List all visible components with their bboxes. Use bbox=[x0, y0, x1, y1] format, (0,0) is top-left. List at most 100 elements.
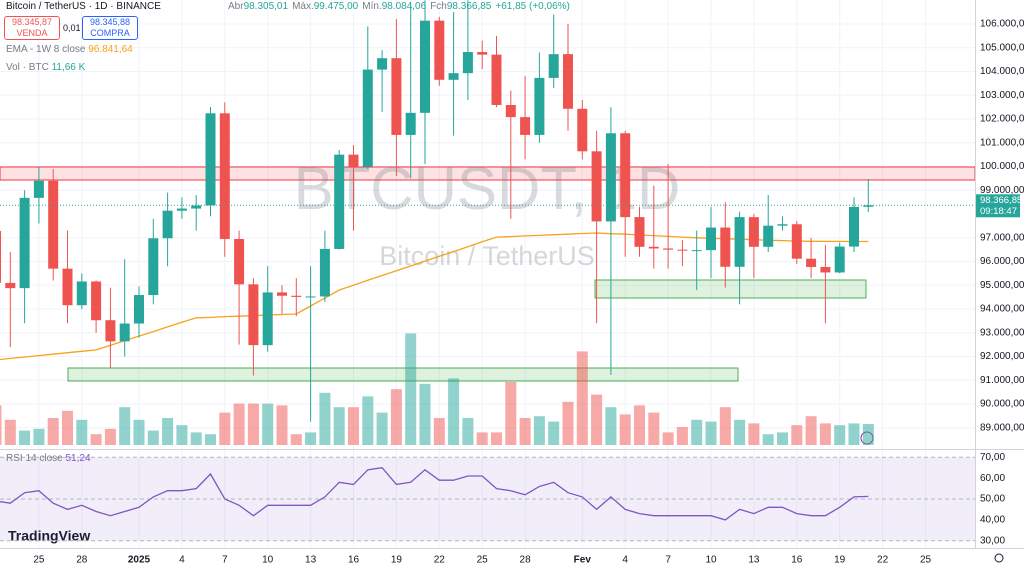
volume-bar bbox=[805, 416, 817, 445]
volume-bar bbox=[862, 424, 874, 445]
volume-bar bbox=[691, 419, 703, 445]
candle-body bbox=[377, 58, 388, 70]
ohlc-value: 98.305,01 bbox=[243, 1, 289, 12]
y-tick-label: 93.000,00 bbox=[980, 327, 1024, 338]
y-tick-label: 105.000,00 bbox=[980, 42, 1024, 53]
sell-label: VENDA bbox=[16, 28, 48, 38]
change: +61,85 (+0,06%) bbox=[495, 1, 570, 12]
candle-body bbox=[520, 117, 531, 135]
buy-label: COMPRA bbox=[90, 28, 130, 38]
candle-body bbox=[176, 208, 187, 211]
price-tag bbox=[976, 194, 1020, 218]
volume-bar bbox=[791, 425, 803, 445]
watermark-name: Bitcoin / TetherUS bbox=[379, 241, 595, 271]
candle-body bbox=[462, 52, 473, 74]
volume-bar bbox=[219, 412, 231, 445]
candle-body bbox=[777, 224, 788, 226]
price-tag-price: 98.366,85 bbox=[980, 195, 1022, 206]
volume-name: Vol · BTC bbox=[6, 62, 49, 73]
volume-bar bbox=[147, 430, 159, 445]
candle-body bbox=[205, 113, 216, 206]
sell-button[interactable]: 98.345,87 VENDA bbox=[4, 16, 60, 40]
y-tick-label: 90.000,00 bbox=[980, 399, 1024, 410]
candle-body bbox=[548, 54, 559, 78]
candle-body bbox=[806, 258, 817, 267]
sell-price: 98.345,87 bbox=[11, 17, 53, 27]
candle-body bbox=[763, 225, 774, 247]
ohlc-label: Abr bbox=[228, 1, 244, 12]
candle-body bbox=[620, 133, 631, 218]
volume-bar bbox=[33, 428, 45, 445]
candle-body bbox=[591, 151, 602, 222]
candle-body bbox=[648, 246, 659, 249]
x-tick-label: 7 bbox=[665, 555, 671, 566]
candle-body bbox=[791, 224, 802, 259]
x-tick-label: 25 bbox=[33, 555, 45, 566]
volume-value: 11,66 K bbox=[51, 62, 86, 73]
price-tag-countdown: 09:18:47 bbox=[980, 206, 1017, 217]
y-tick-label: 95.000,00 bbox=[980, 280, 1024, 291]
ema-legend: EMA - 1W 8 close 96.841,64 bbox=[6, 44, 133, 55]
support-zone bbox=[594, 279, 867, 299]
volume-bar bbox=[62, 410, 73, 445]
volume-bar bbox=[605, 407, 617, 445]
volume-bar bbox=[205, 434, 216, 445]
settings-icon[interactable] bbox=[994, 553, 1004, 563]
candle-body bbox=[405, 112, 416, 135]
x-tick-label: 4 bbox=[622, 555, 628, 566]
volume-bar bbox=[676, 427, 688, 445]
rsi-name: RSI 14 close bbox=[6, 453, 63, 464]
y-tick-label: 94.000,00 bbox=[980, 304, 1024, 315]
y-tick-label: 89.000,00 bbox=[980, 422, 1024, 433]
x-tick-label: 28 bbox=[520, 555, 532, 566]
x-tick-label: 13 bbox=[305, 555, 317, 566]
volume-bar bbox=[433, 418, 445, 445]
candle-body bbox=[262, 292, 273, 346]
volume-bar bbox=[176, 425, 188, 445]
candle-body bbox=[863, 205, 874, 207]
candle-body bbox=[748, 217, 759, 247]
y-tick-label: 106.000,00 bbox=[980, 19, 1024, 30]
volume-bar bbox=[462, 418, 474, 445]
x-tick-label: 22 bbox=[434, 555, 446, 566]
x-tick-label: 22 bbox=[877, 555, 889, 566]
rsi-line bbox=[0, 467, 869, 521]
volume-bar bbox=[777, 432, 788, 445]
candle-body bbox=[706, 227, 716, 251]
x-tick-label: 16 bbox=[791, 555, 803, 566]
y-tick-label: 104.000,00 bbox=[980, 66, 1024, 77]
candle-body bbox=[48, 180, 59, 269]
volume-bar bbox=[648, 412, 660, 445]
volume-bar bbox=[591, 394, 603, 445]
x-tick-label: 16 bbox=[348, 555, 360, 566]
buy-button[interactable]: 98.345,88 COMPRA bbox=[82, 16, 138, 40]
candle-body bbox=[319, 248, 330, 297]
candle-body bbox=[362, 69, 373, 167]
candle-body bbox=[634, 217, 645, 247]
candle-body bbox=[577, 108, 588, 152]
ohlc-legend: Abr98.305,01 Máx.99.475,00 Mín.98.084,06 Fc… bbox=[228, 1, 570, 12]
x-tick-label: 4 bbox=[179, 555, 185, 566]
candle-body bbox=[105, 320, 116, 342]
volume-bar bbox=[819, 423, 831, 445]
volume-bar bbox=[848, 423, 860, 445]
y-tick-label: 102.000,00 bbox=[980, 114, 1024, 125]
y-tick-label: 97.000,00 bbox=[980, 232, 1024, 243]
logo: TradingView bbox=[8, 528, 90, 544]
candle-body bbox=[420, 20, 430, 113]
candle-body bbox=[162, 210, 173, 239]
support-zone bbox=[67, 367, 739, 382]
candle-body bbox=[663, 248, 674, 250]
rsi-legend: RSI 14 close 51,24 bbox=[6, 453, 91, 464]
volume-bar bbox=[476, 432, 488, 445]
volume-bar bbox=[362, 396, 374, 445]
volume-bar bbox=[405, 333, 417, 445]
volume-bar bbox=[576, 351, 588, 445]
volume-bar bbox=[276, 405, 288, 445]
candle-body bbox=[191, 205, 202, 209]
volume-bar bbox=[162, 418, 174, 445]
symbol-title: Bitcoin / TetherUS · 1D · BINANCE bbox=[6, 1, 161, 12]
candle-body bbox=[849, 206, 859, 247]
candle-body bbox=[605, 133, 616, 222]
rsi-tick-label: 30,00 bbox=[980, 535, 1005, 546]
